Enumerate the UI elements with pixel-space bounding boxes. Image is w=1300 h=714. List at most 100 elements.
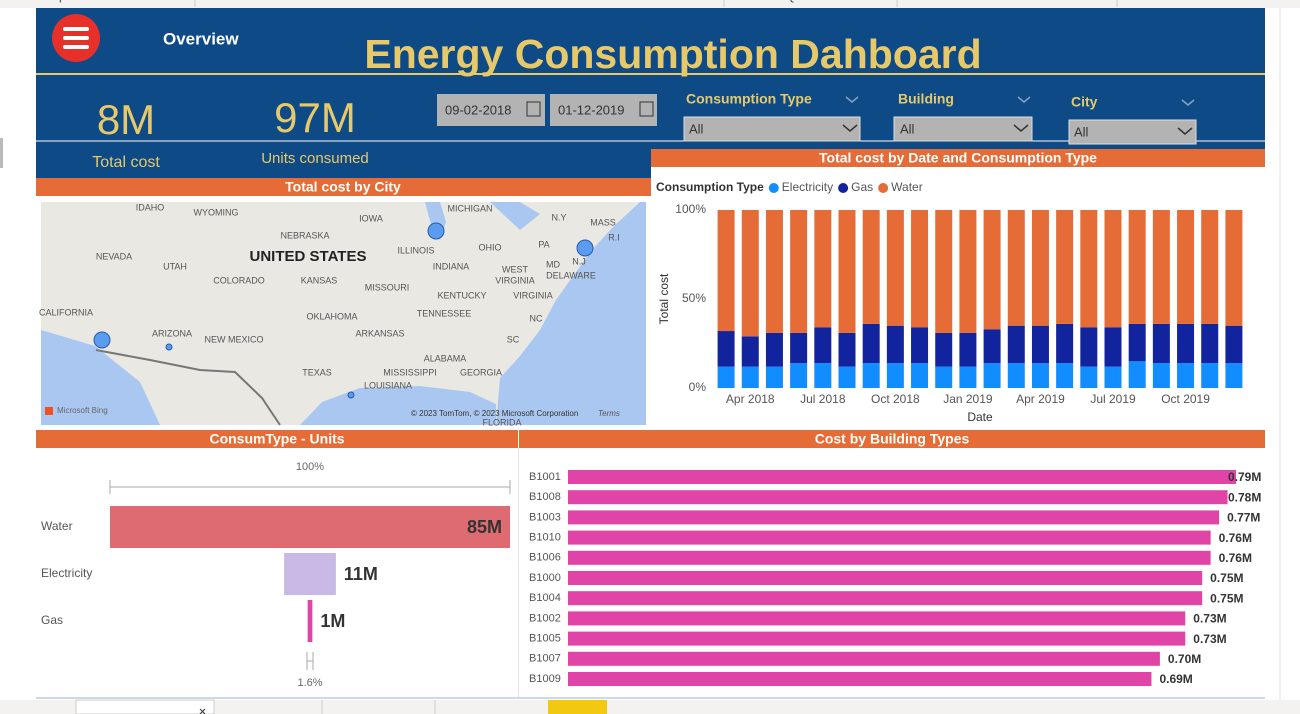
value-label: 85M	[467, 517, 502, 537]
state-label: FLORIDA	[482, 417, 521, 427]
panel-title: Cost by Building Types	[815, 431, 970, 447]
y-tick-label: 0%	[689, 380, 707, 394]
page-tab[interactable]	[75, 699, 215, 714]
bar-segment	[790, 210, 808, 333]
slicer-dropdown[interactable]: All	[1068, 119, 1197, 145]
funnel-bar	[284, 553, 336, 595]
calendar-icon	[526, 101, 541, 117]
slicer-dropdown[interactable]: All	[893, 116, 1033, 142]
funnel-bottom-label: 1.6%	[297, 677, 322, 689]
bar-segment	[814, 363, 832, 388]
bar-segment	[765, 332, 783, 367]
category-label: B1006	[529, 552, 561, 564]
category-label: B1001	[529, 471, 561, 483]
panel-title: ConsumType - Units	[209, 431, 344, 447]
state-label: R.I	[608, 232, 620, 242]
x-tick-label: Apr 2018	[726, 392, 775, 406]
city-bubble[interactable]	[347, 391, 355, 399]
bar	[568, 571, 1203, 585]
bar-segment	[717, 366, 735, 388]
state-label: WYOMING	[194, 207, 239, 217]
bar-segment	[765, 210, 783, 333]
x-tick-label: Oct 2018	[871, 392, 920, 406]
value-label: 0.73M	[1193, 612, 1226, 626]
category-label: B1007	[529, 653, 561, 665]
city-bubble[interactable]	[93, 331, 111, 349]
y-axis-title: Total cost	[657, 273, 671, 324]
state-label: KENTUCKY	[437, 290, 486, 300]
slicer-label: Consumption Type	[686, 91, 812, 107]
date-start[interactable]: 09-02-2018	[437, 94, 545, 126]
bar-segment	[741, 210, 759, 337]
bar-segment	[1177, 363, 1195, 388]
panel-title: Total cost by City	[285, 179, 401, 195]
bar-segment	[790, 363, 808, 388]
dropdown-box	[1068, 119, 1197, 145]
bar-segment	[1104, 327, 1122, 367]
map-terms[interactable]: Terms	[598, 409, 620, 418]
value-label: 0.75M	[1210, 591, 1243, 605]
bar-segment	[959, 366, 977, 388]
value-label: 11M	[344, 564, 378, 584]
bar-segment	[886, 210, 904, 326]
dashboard-title: Energy Consumption Dahboard	[364, 31, 981, 77]
lake	[425, 202, 540, 240]
state-label: SC	[507, 334, 520, 344]
chevron	[845, 96, 859, 103]
city-bubble[interactable]	[576, 239, 594, 257]
ribbon	[0, 0, 1300, 8]
chevron	[1017, 96, 1031, 103]
bar	[568, 470, 1236, 484]
funnel-bar	[110, 506, 510, 548]
state-label: TEXAS	[302, 367, 332, 377]
x-tick-label: Jul 2018	[800, 392, 846, 406]
bar-segment	[1007, 363, 1025, 388]
dropdown-box	[893, 116, 1033, 142]
city-bubble[interactable]	[165, 343, 173, 351]
category-label: B1009	[529, 673, 561, 685]
category-label: B1003	[529, 511, 561, 523]
panel-header	[519, 430, 1265, 448]
ribbon-group: Calculations	[1163, 0, 1228, 3]
bar-segment	[1080, 327, 1098, 367]
chevron	[1177, 127, 1193, 135]
tab-close[interactable]	[199, 708, 206, 714]
bar-segment	[838, 366, 856, 388]
dropdown-value: All	[900, 121, 915, 136]
state-label: CALIFORNIA	[39, 307, 93, 317]
state-label: KANSAS	[301, 275, 338, 285]
dropdown-box	[683, 116, 861, 142]
value-label: 0.77M	[1227, 511, 1260, 525]
menu-button[interactable]	[52, 14, 100, 62]
date-end[interactable]: 01-12-2019	[550, 94, 657, 126]
x-tick-label: Oct 2019	[1161, 392, 1210, 406]
state-label: ILLINOIS	[397, 245, 434, 255]
bar-segment	[1056, 323, 1074, 364]
menu-bar	[63, 45, 89, 49]
ribbon-group: Insert	[988, 0, 1019, 3]
map-credit: Microsoft Bing	[57, 406, 108, 415]
kpi-label: Total cost	[92, 154, 160, 171]
tab-strip	[0, 700, 1300, 714]
bar	[568, 530, 1211, 545]
bar-segment	[911, 210, 929, 328]
slicer-dropdown[interactable]: All	[683, 116, 861, 142]
page-name[interactable]: Overview	[163, 29, 239, 48]
x-tick-label: Apr 2019	[1016, 392, 1065, 406]
bar	[568, 672, 1152, 686]
bar-segment	[790, 332, 808, 364]
state-label: WEST	[502, 264, 529, 274]
category-label: B1005	[529, 633, 561, 645]
dropdown-value: All	[689, 121, 704, 136]
menu-bar	[63, 36, 89, 40]
bar-segment	[911, 363, 929, 388]
country-label: UNITED STATES	[250, 248, 367, 265]
value-label: 1M	[320, 611, 345, 631]
dropdown-value: All	[1074, 124, 1089, 139]
bar-segment	[765, 366, 783, 388]
legend-label: Gas	[851, 180, 873, 194]
city-bubble[interactable]	[427, 222, 445, 240]
bar-segment	[959, 332, 977, 367]
